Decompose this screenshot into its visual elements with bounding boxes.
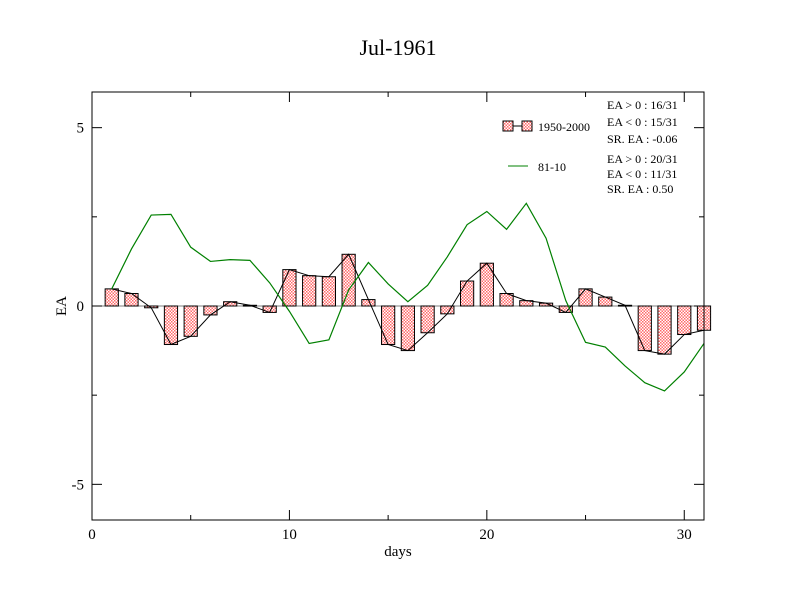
bar-1950-2000 [657,305,672,355]
bar-1950-2000 [578,288,593,307]
x-axis-label: days [384,544,412,560]
bar-1950-2000 [400,305,415,352]
y-tick-label: 5 [77,121,85,137]
bar-1950-2000 [124,293,139,307]
bar-1950-2000 [163,305,179,346]
y-tick-label: -5 [72,477,85,493]
bar-1950-2000 [440,305,455,315]
annotation-1-line-3: SR. EA : -0.06 [607,132,677,146]
bar-1950-2000 [677,305,692,336]
annotation-2-line-2: EA < 0 : 11/31 [607,167,677,181]
y-tick-label: 0 [77,299,85,315]
legend-label-81-10: 81-10 [538,160,566,174]
annotation-1-line-1: EA > 0 : 16/31 [607,98,678,112]
legend-swatch-1950-2000-left [502,120,514,132]
bar-1950-2000 [637,305,652,352]
legend-swatch-1950-2000-right [521,120,533,132]
bar-1950-2000 [203,305,218,316]
x-tick-label: 0 [88,527,96,543]
x-tick-label: 30 [677,527,692,543]
annotation-2-line-3: SR. EA : 0.50 [607,182,673,196]
bar-1950-2000 [598,296,613,307]
y-axis-label: EA [54,296,70,316]
line-81-10 [111,202,705,392]
bar-1950-2000 [321,276,337,307]
bar-1950-2000 [104,288,119,307]
chart-title: Jul-1961 [360,35,437,60]
bar-1950-2000 [341,253,356,307]
annotation-1-line-2: EA < 0 : 15/31 [607,115,678,129]
axes: 0 10 20 30 -5 0 5 [72,92,704,543]
line-1950-2000 [111,253,705,355]
annotation-2-line-1: EA > 0 : 20/31 [607,152,678,166]
bar-1950-2000 [459,280,475,307]
bar-1950-2000 [381,305,396,346]
legend-label-1950-2000: 1950-2000 [538,120,590,134]
x-tick-label: 20 [479,527,494,543]
bar-1950-2000 [302,275,317,307]
x-tick-label: 10 [282,527,297,543]
bar-1950-2000 [282,269,297,307]
legend: 1950-2000 81-10 EA > 0 : 16/31 EA < 0 : … [502,98,678,196]
plot-area [92,202,712,392]
